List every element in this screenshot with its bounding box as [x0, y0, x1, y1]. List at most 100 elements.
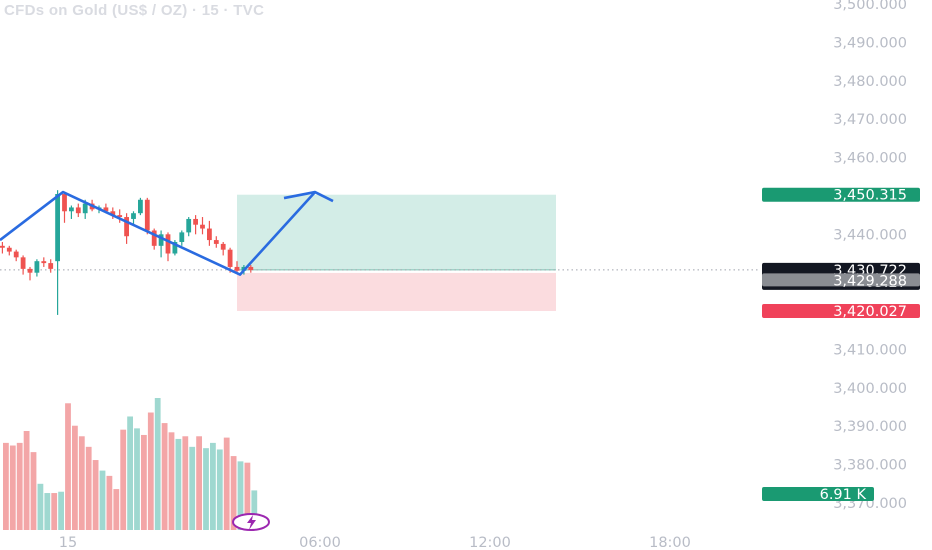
candle-body [6, 247, 12, 252]
candle-body [234, 266, 240, 271]
candle-body [193, 218, 198, 225]
candle-body [165, 234, 171, 254]
price-tick-label: 3,390.000 [833, 419, 907, 435]
volume-bar [30, 452, 37, 530]
volume-bar [251, 490, 258, 530]
volume-bar [44, 493, 51, 530]
candle-body [103, 207, 109, 212]
volume-bar [175, 438, 182, 530]
volume-bar [3, 442, 9, 530]
volume-bar [85, 446, 92, 530]
volume-bar [51, 493, 58, 530]
candle-body [34, 261, 40, 273]
candle-body [220, 243, 226, 250]
volume-bar [230, 456, 237, 530]
candle-body [75, 207, 81, 214]
zigzag-line[interactable] [0, 190, 316, 276]
volume-bar [244, 462, 251, 530]
volume-bar [168, 432, 175, 530]
candle-body [179, 232, 185, 242]
candle-body [151, 230, 157, 246]
candle-body [144, 199, 150, 231]
volume-bar [161, 423, 168, 530]
candle-body [55, 194, 60, 262]
volume-bar [37, 483, 44, 530]
lightning-icon [247, 515, 256, 530]
loss-zone[interactable] [237, 272, 556, 311]
volume-bar [223, 437, 230, 530]
volume-bar [23, 431, 30, 530]
volume-bar [72, 425, 78, 530]
volume-bar [182, 436, 189, 530]
volume-bar [106, 475, 113, 530]
volume-bar [78, 436, 85, 530]
candle-body [227, 249, 233, 267]
candle-body [186, 218, 192, 233]
volume-bar [189, 446, 196, 530]
volume-bar [120, 429, 127, 530]
volume-bar [16, 442, 23, 530]
volume-bar [113, 489, 120, 530]
volume-bar [147, 412, 154, 530]
volume-bar [9, 445, 16, 530]
time-tick-label: 15 [59, 535, 77, 550]
price-tick-label: 3,440.000 [833, 227, 907, 243]
volume-bar [65, 403, 71, 530]
volume-bar [127, 416, 133, 530]
candle-body [13, 251, 19, 258]
candle-body [138, 199, 143, 214]
candle-body [213, 240, 219, 244]
target-price-tag-label: 3,450.315 [833, 188, 907, 204]
candle-body [41, 261, 47, 264]
candle-body [172, 241, 178, 254]
candle-body [110, 211, 116, 216]
candle-body [82, 203, 88, 214]
candle-body [62, 194, 67, 212]
price-tick-label: 3,470.000 [833, 112, 907, 128]
stop-price-tag-bg [762, 303, 920, 318]
candle-body [158, 234, 164, 246]
price-tick-label: 3,380.000 [833, 458, 907, 474]
candle-body [0, 245, 5, 248]
profit-zone[interactable] [237, 194, 556, 270]
price-tick-label: 3,480.000 [833, 74, 907, 90]
candle-body [20, 257, 26, 269]
time-tick-label: 06:00 [299, 535, 341, 550]
volume-bar [141, 434, 147, 530]
price-tick-label: 3,500.000 [833, 0, 907, 13]
candle-body [248, 266, 254, 271]
price-tick-label: 3,410.000 [833, 342, 907, 358]
volume-bar [237, 461, 244, 530]
candle-body [124, 217, 129, 237]
reference-price-tag-bg [762, 273, 920, 287]
volume-bar [58, 491, 64, 530]
candle-body [200, 224, 205, 229]
volume-bar [216, 449, 223, 530]
arrowhead [283, 190, 334, 203]
candle-body [27, 268, 33, 273]
volume-bar [134, 428, 140, 530]
volume-tag-bg [762, 487, 874, 501]
volume-bar [154, 398, 161, 530]
chart-title: CFDs on Gold (US$ / OZ) · 15 · TVC [4, 2, 265, 19]
volume-bar [92, 460, 99, 530]
volume-tag-label: 6.91 K [820, 487, 867, 503]
volume-bar [196, 436, 202, 530]
target-price-tag-bg [762, 187, 920, 202]
time-tick-label: 12:00 [469, 535, 511, 550]
candle-body [69, 207, 74, 212]
price-tick-label: 3,490.000 [833, 35, 907, 51]
price-tick-label: 3,400.000 [833, 381, 907, 397]
reference-price-label: 3,429.288 [833, 273, 907, 289]
volume-bar [210, 442, 216, 530]
volume-bar [99, 470, 106, 530]
stop-price-tag-label: 3,420.027 [833, 304, 907, 320]
candle-body [48, 263, 54, 269]
candle-body [207, 228, 212, 241]
volume-bar [203, 448, 209, 530]
candle-body [117, 215, 123, 218]
price-tick-label: 3,460.000 [833, 151, 907, 167]
time-tick-label: 18:00 [649, 535, 691, 550]
